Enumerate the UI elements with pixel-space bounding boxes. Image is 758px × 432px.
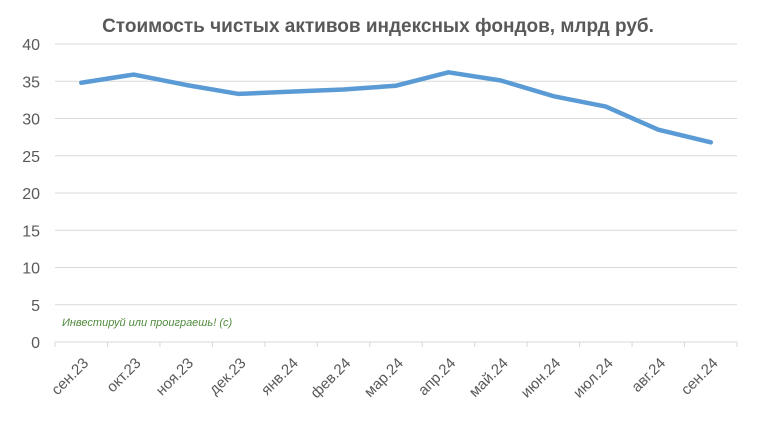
series-line: [81, 72, 711, 142]
y-tick-label: 30: [22, 112, 40, 129]
x-tick-label: апр.24: [415, 355, 459, 399]
y-tick-label: 10: [22, 261, 40, 278]
x-tick-label: май.24: [466, 355, 512, 401]
x-tick-label: июн.24: [518, 355, 565, 402]
y-tick-label: 20: [22, 186, 40, 203]
x-tick-label: дек.23: [206, 355, 249, 398]
x-tick-label: мар.24: [361, 355, 407, 401]
y-tick-label: 5: [31, 298, 40, 315]
y-tick-label: 40: [22, 37, 40, 54]
x-tick-label: ноя.23: [153, 355, 197, 399]
y-tick-label: 15: [22, 223, 40, 240]
x-tick-label: сен.23: [48, 355, 92, 399]
x-tick-label: авг.24: [628, 355, 669, 396]
x-tick-label: сен.24: [678, 355, 722, 399]
x-tick-label: фев.24: [307, 355, 354, 402]
y-tick-label: 25: [22, 149, 40, 166]
watermark-annotation: Инвестируй или проиграешь! (с): [62, 317, 232, 329]
chart-title: Стоимость чистых активов индексных фондо…: [102, 16, 654, 37]
x-tick-label: янв.24: [258, 355, 302, 399]
x-tick-label: июл.24: [570, 355, 617, 402]
y-tick-label: 35: [22, 74, 40, 91]
x-tick-label: окт.23: [103, 355, 144, 396]
y-tick-label: 0: [31, 335, 40, 352]
